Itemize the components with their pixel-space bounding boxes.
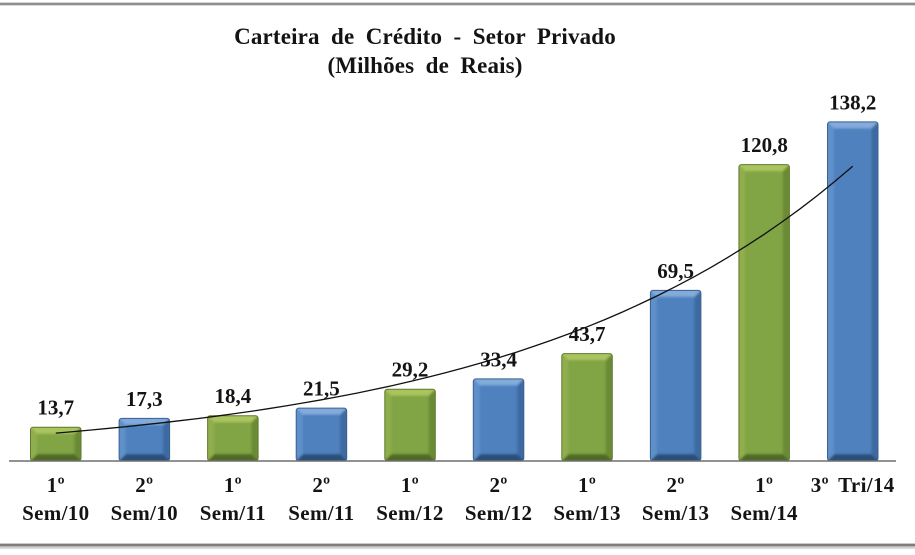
svg-text:120,8: 120,8 [741,133,788,157]
svg-text:18,4: 18,4 [215,384,252,408]
svg-text:Sem/10: Sem/10 [22,501,89,525]
svg-text:Sem/14: Sem/14 [730,501,798,525]
svg-text:Sem/12: Sem/12 [376,501,443,525]
svg-text:33,4: 33,4 [480,347,517,371]
svg-text:29,2: 29,2 [392,358,429,382]
svg-text:17,3: 17,3 [126,387,163,411]
svg-text:Carteira de Crédito - Setor Pr: Carteira de Crédito - Setor Privado [234,24,616,49]
svg-text:1º: 1º [401,473,419,497]
svg-text:2º: 2º [312,473,330,497]
svg-text:(Milhões de Reais): (Milhões de Reais) [327,53,522,78]
svg-text:Sem/13: Sem/13 [642,501,709,525]
svg-text:Sem/11: Sem/11 [288,501,354,525]
svg-text:1º: 1º [224,473,242,497]
svg-text:Sem/10: Sem/10 [111,501,178,525]
svg-text:Sem/11: Sem/11 [200,501,266,525]
svg-text:21,5: 21,5 [303,377,340,401]
svg-text:1º: 1º [755,473,773,497]
svg-text:43,7: 43,7 [569,322,606,346]
svg-text:2º: 2º [135,473,153,497]
svg-text:13,7: 13,7 [37,396,74,420]
svg-text:138,2: 138,2 [829,90,876,114]
svg-text:Sem/13: Sem/13 [553,501,620,525]
svg-text:2º: 2º [667,473,685,497]
svg-text:2º: 2º [490,473,508,497]
svg-text:Sem/12: Sem/12 [465,501,532,525]
svg-text:1º: 1º [47,473,65,497]
svg-text:1º: 1º [578,473,596,497]
svg-text:3º Tri/14: 3º Tri/14 [811,473,895,497]
svg-text:69,5: 69,5 [657,259,694,283]
